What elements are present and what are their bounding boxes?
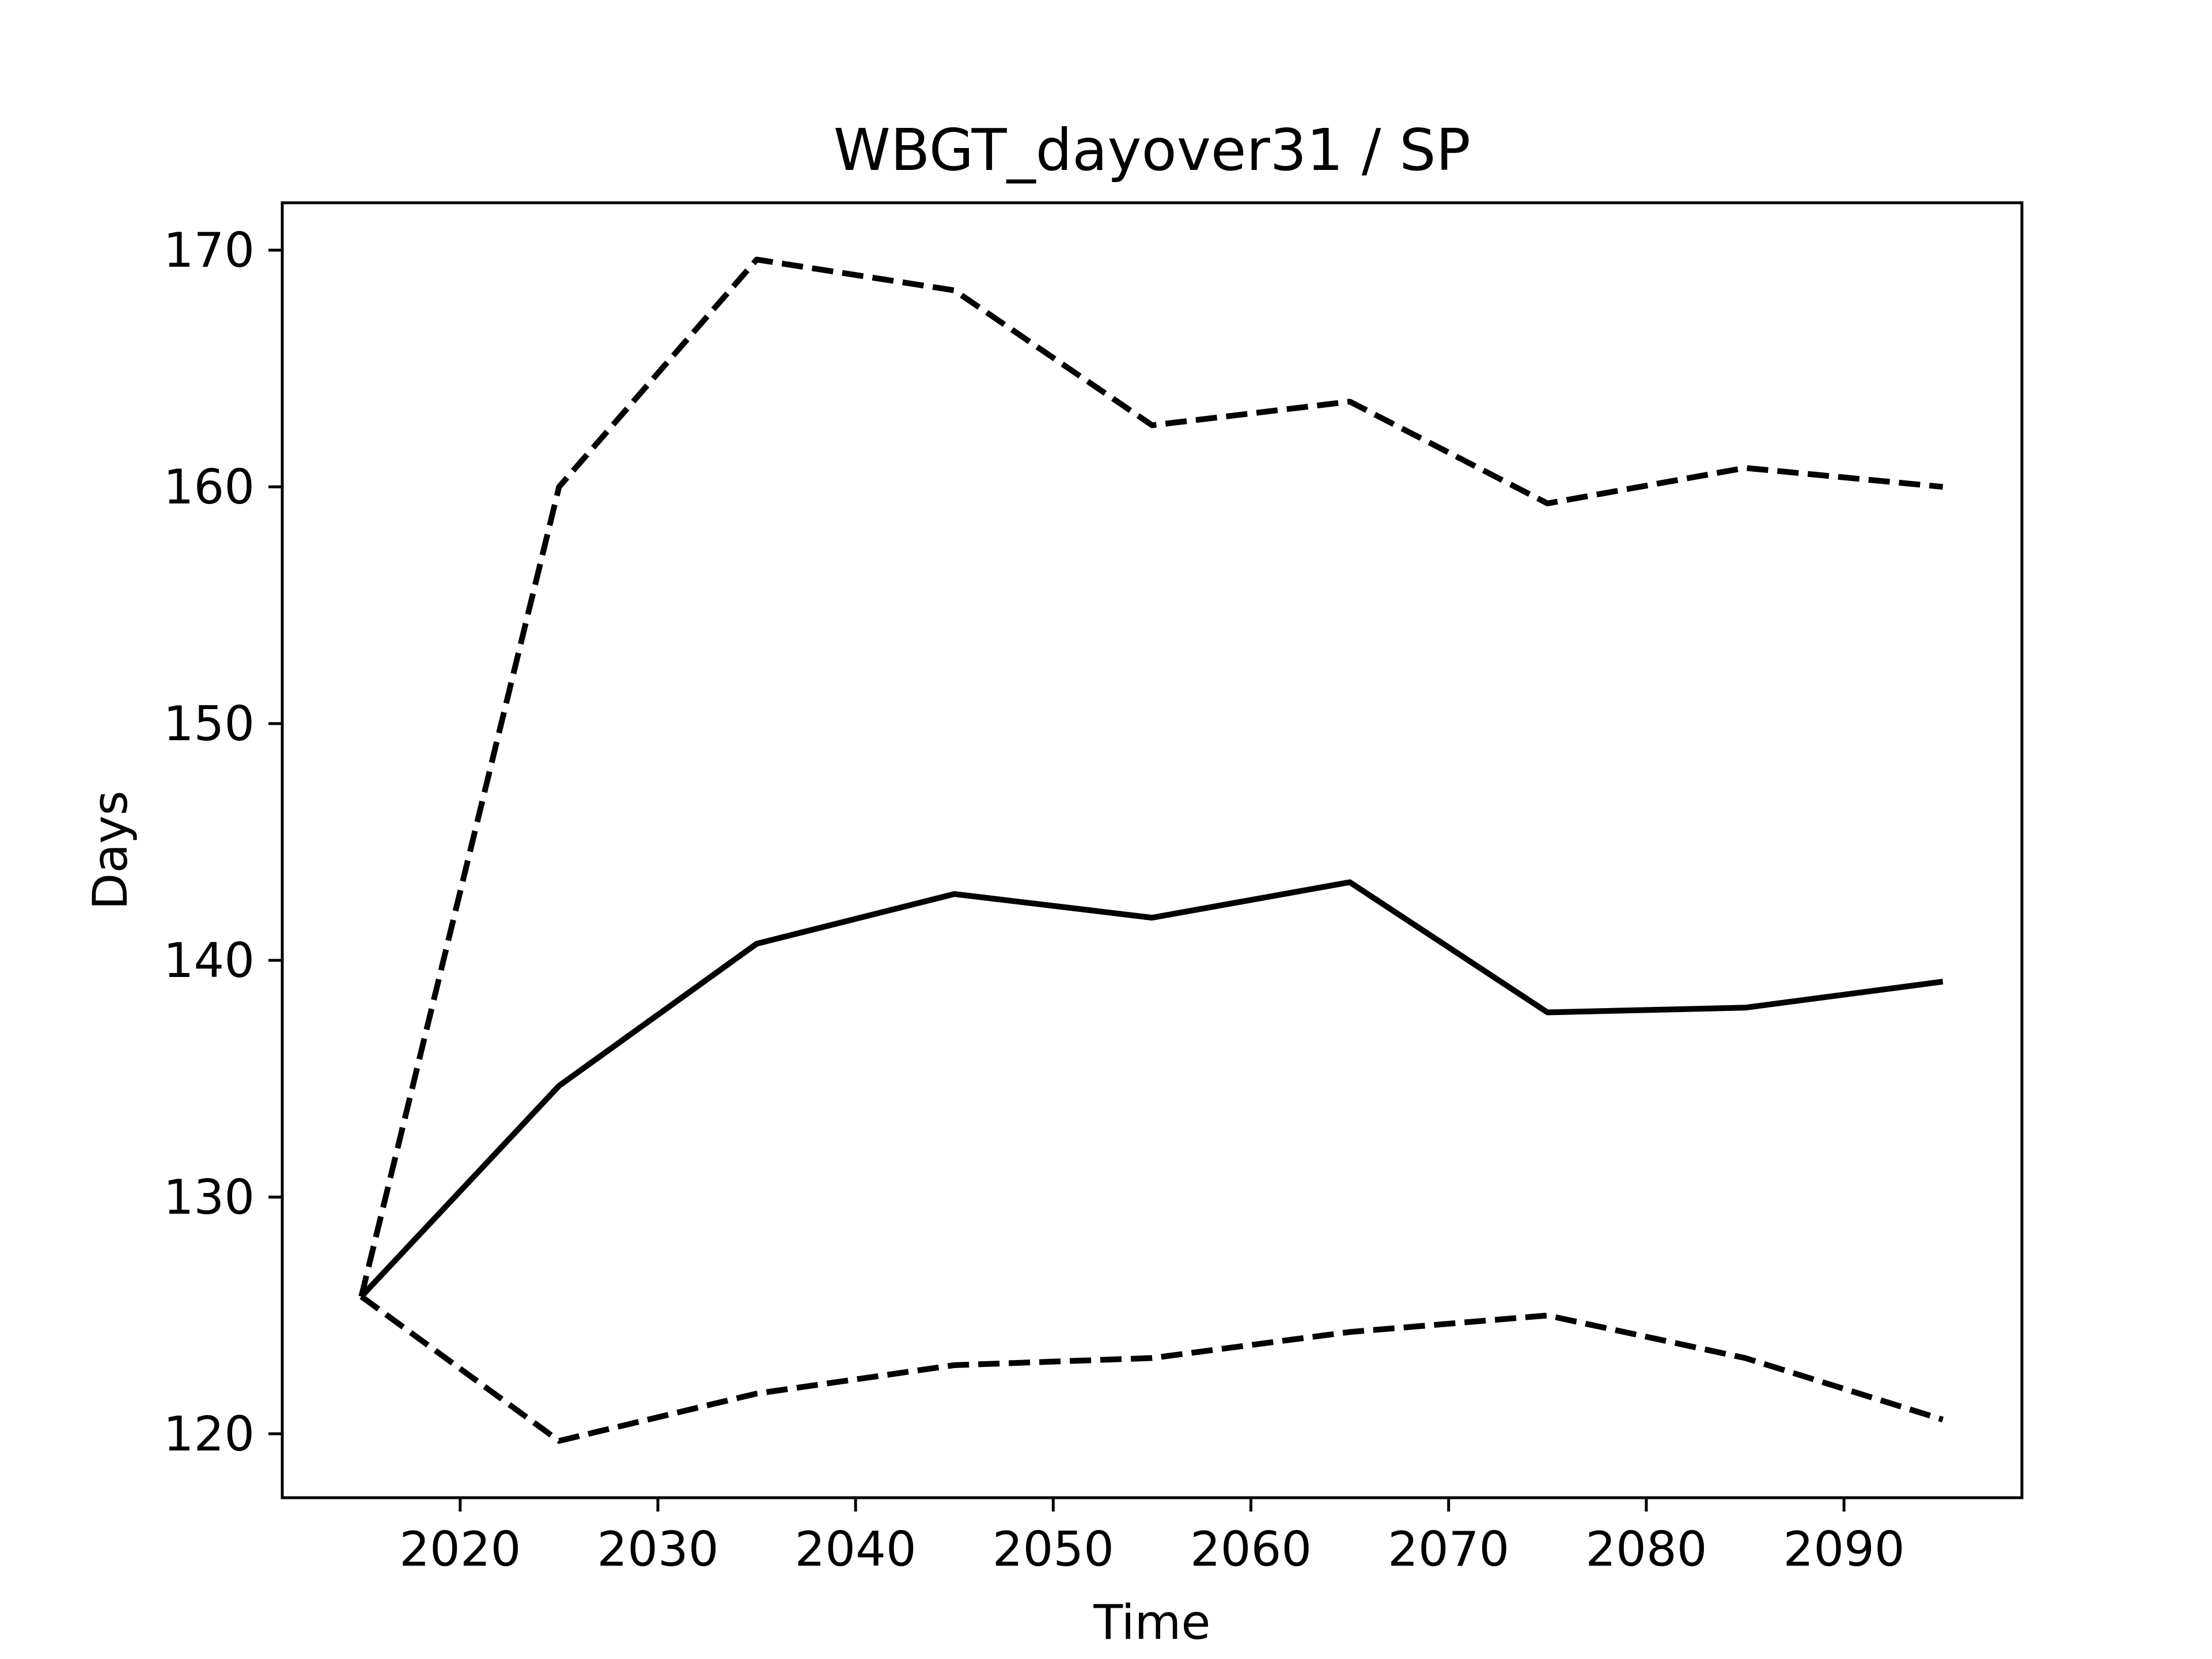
y-tick-label: 150 — [164, 696, 255, 752]
series-line-mean — [359, 879, 1944, 1299]
series-layer — [358, 256, 1944, 1444]
y-tick-label: 130 — [164, 1169, 255, 1225]
y-axis-label: Days — [82, 790, 138, 910]
x-tick-label: 2030 — [597, 1521, 718, 1577]
x-tick-label: 2090 — [1783, 1521, 1905, 1577]
x-tick-label: 2060 — [1190, 1521, 1312, 1577]
plot-frame — [281, 201, 2024, 1499]
chart-title: WBGT_dayover31 / SP — [834, 116, 1471, 184]
series-line-upper — [358, 256, 1944, 1297]
y-tick-label: 160 — [164, 459, 255, 515]
y-axis: 120 130 140 150 160 170 — [164, 222, 282, 1462]
y-tick-label: 140 — [164, 933, 255, 988]
x-axis: 2020 2030 2040 2050 2060 2070 2080 2090 — [399, 1498, 1905, 1577]
x-tick-label: 2050 — [993, 1521, 1114, 1577]
x-tick-label: 2040 — [795, 1521, 916, 1577]
y-tick-label: 120 — [164, 1406, 255, 1462]
x-tick-label: 2020 — [399, 1521, 521, 1577]
x-tick-label: 2080 — [1585, 1521, 1707, 1577]
x-tick-label: 2070 — [1388, 1521, 1509, 1577]
x-axis-label: Time — [1093, 1594, 1210, 1650]
y-tick-label: 170 — [164, 222, 255, 278]
series-line-lower — [359, 1294, 1944, 1444]
